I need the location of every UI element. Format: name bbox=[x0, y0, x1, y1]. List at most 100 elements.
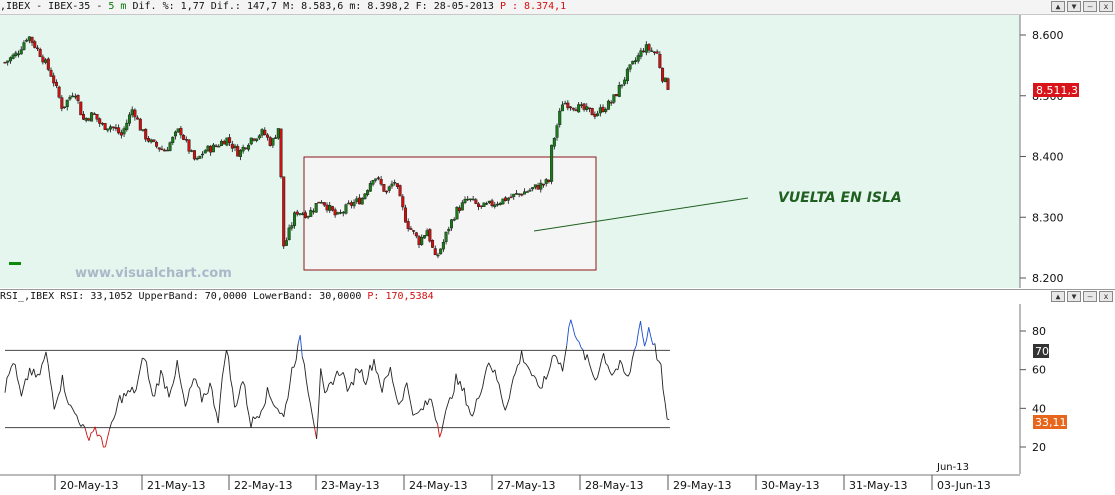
candle bbox=[276, 128, 280, 140]
candle bbox=[6, 60, 10, 66]
rsi-segment bbox=[424, 400, 428, 406]
rsi-segment bbox=[246, 405, 250, 416]
rsi-segment bbox=[590, 369, 594, 377]
rsi-segment bbox=[627, 371, 631, 377]
candle bbox=[401, 194, 405, 211]
rsi-segment bbox=[619, 359, 623, 365]
rsi-segment bbox=[295, 343, 299, 361]
candle bbox=[54, 79, 58, 89]
rsi-scroll-down-icon[interactable]: ▼ bbox=[1067, 291, 1081, 302]
rsi-segment bbox=[135, 378, 139, 390]
rsi-segment bbox=[365, 377, 369, 385]
candle bbox=[387, 185, 391, 193]
candle bbox=[22, 40, 26, 51]
rsi-segment bbox=[187, 388, 190, 401]
rsi-segment bbox=[125, 390, 129, 397]
candle bbox=[441, 239, 445, 252]
rsi-y-axis: 20 40 60 80 bbox=[1020, 325, 1046, 454]
rsi-segment bbox=[78, 422, 82, 427]
date-tick-label: 23-May-13 bbox=[321, 479, 379, 492]
rsi-scroll-up-icon[interactable]: ▲ bbox=[1051, 291, 1065, 302]
candle bbox=[444, 231, 448, 245]
candle bbox=[290, 222, 294, 231]
rsi-segment bbox=[484, 367, 488, 377]
rsi-segment bbox=[307, 394, 311, 405]
rsi-segment bbox=[422, 400, 426, 411]
rsi-segment bbox=[355, 368, 358, 370]
rsi-segment bbox=[23, 378, 26, 388]
header-date: 28-05-2013 bbox=[433, 1, 494, 12]
candle bbox=[249, 137, 253, 146]
rsi-segment bbox=[664, 402, 668, 420]
candle bbox=[160, 145, 164, 151]
rsi-segment bbox=[445, 404, 449, 411]
candle bbox=[271, 137, 275, 148]
rsi-segment bbox=[642, 335, 646, 347]
candle bbox=[309, 207, 313, 217]
candle bbox=[228, 133, 232, 146]
scroll-down-icon[interactable]: ▼ bbox=[1067, 1, 1081, 12]
candle bbox=[560, 101, 564, 112]
rsi-segment bbox=[357, 369, 361, 374]
rsi-segment bbox=[219, 376, 223, 399]
rsi-segment bbox=[488, 362, 492, 368]
rsi-segment bbox=[195, 379, 199, 387]
close-icon[interactable]: x bbox=[1099, 1, 1113, 12]
candle bbox=[477, 202, 481, 211]
annotation-text: VUELTA EN ISLA bbox=[778, 190, 902, 206]
candle bbox=[395, 183, 399, 189]
date-tick-label: 27-May-13 bbox=[497, 479, 555, 492]
rsi-segment bbox=[31, 368, 35, 376]
rsi-segment bbox=[20, 387, 24, 397]
rsi-segment bbox=[72, 408, 76, 414]
candle bbox=[195, 156, 199, 161]
candle bbox=[625, 67, 629, 85]
candle bbox=[449, 219, 453, 231]
candle bbox=[35, 45, 39, 52]
candle bbox=[452, 217, 456, 222]
date-tick-label: 29-May-13 bbox=[673, 479, 731, 492]
rsi-segment bbox=[453, 373, 457, 393]
candle bbox=[409, 226, 413, 230]
rsi-segment bbox=[410, 404, 414, 416]
rsi-header-rsi-label: RSI: bbox=[60, 291, 85, 302]
rsi-segment bbox=[656, 359, 660, 362]
candle bbox=[282, 176, 286, 249]
candle bbox=[412, 229, 416, 235]
candle bbox=[41, 54, 45, 65]
rsi-segment bbox=[601, 353, 605, 361]
rsi-segment bbox=[430, 399, 434, 409]
rsi-segment bbox=[344, 379, 348, 392]
rsi-segment bbox=[320, 368, 324, 381]
candle bbox=[403, 204, 407, 223]
rsi-segment bbox=[170, 383, 174, 390]
rsi-segment bbox=[97, 434, 100, 437]
candle bbox=[95, 114, 99, 123]
rsi-segment bbox=[158, 370, 162, 386]
rsi-segment bbox=[285, 398, 289, 405]
rsi-close-icon[interactable]: x bbox=[1099, 291, 1113, 302]
annotation-arrow bbox=[533, 197, 749, 232]
rsi-segment bbox=[654, 343, 658, 360]
rsi-segment bbox=[301, 356, 305, 365]
rsi-segment bbox=[133, 389, 137, 394]
rsi-segment bbox=[223, 349, 227, 364]
scroll-up-icon[interactable]: ▲ bbox=[1051, 1, 1065, 12]
header-symbol: ,IBEX - IBEX-35 - bbox=[0, 1, 103, 12]
date-tick-label: 24-May-13 bbox=[409, 479, 467, 492]
candle bbox=[512, 193, 516, 200]
rsi-segment bbox=[113, 413, 117, 420]
candle bbox=[615, 93, 619, 97]
minimize-icon[interactable]: — bbox=[1083, 1, 1097, 12]
rsi-segment bbox=[471, 410, 475, 417]
rsi-segment bbox=[455, 373, 459, 385]
rsi-minimize-icon[interactable]: — bbox=[1083, 291, 1097, 302]
date-tick-label: 31-May-13 bbox=[849, 479, 907, 492]
rsi-segment bbox=[98, 434, 102, 438]
rsi-segment bbox=[389, 366, 393, 381]
candle bbox=[525, 190, 529, 193]
rsi-segment bbox=[486, 362, 490, 368]
rsi-segment bbox=[607, 365, 611, 372]
rsi-header-rsi: 33,1052 bbox=[90, 291, 133, 302]
candle bbox=[25, 38, 29, 43]
